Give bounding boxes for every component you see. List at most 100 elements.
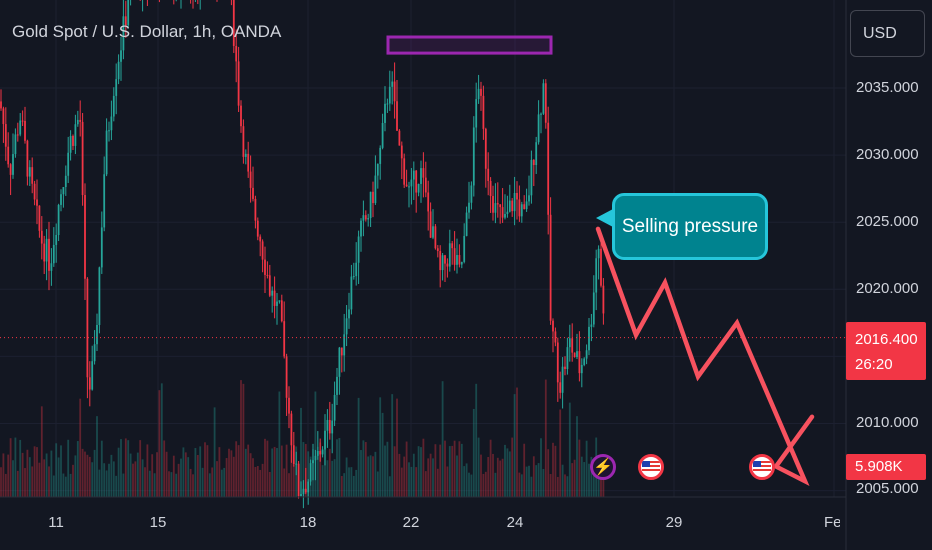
selling-pressure-callout[interactable]: Selling pressure (596, 193, 768, 260)
candle-body (523, 204, 526, 210)
volume-bar (64, 476, 67, 497)
candle-body (532, 159, 535, 165)
volume-bar (192, 474, 194, 497)
volume-bar (81, 448, 84, 497)
volume-bar (79, 398, 82, 497)
candle-body (559, 382, 562, 393)
candle-body (110, 116, 113, 131)
volume-bar (115, 475, 118, 497)
candle-body (403, 158, 406, 185)
candle-body (100, 227, 103, 268)
candle-body (379, 147, 382, 164)
candle-body (470, 185, 473, 203)
volume-bar (242, 383, 245, 497)
candle-body (86, 278, 89, 378)
volume-bar (415, 467, 418, 497)
candle-body (417, 183, 420, 193)
volume-bar (583, 462, 586, 497)
volume-bar (357, 397, 360, 497)
volume-bar (345, 457, 348, 497)
candle-body (124, 16, 127, 26)
candle-body (518, 199, 521, 217)
candle-body (444, 255, 446, 264)
volume-bar (499, 460, 502, 497)
volume-bar (448, 446, 451, 497)
volume-bar (103, 463, 106, 497)
currency-button[interactable]: USD (850, 10, 925, 57)
volume-bar (31, 466, 34, 497)
us-flag-icon[interactable] (638, 454, 664, 480)
candle-body (376, 163, 379, 176)
volume-bar (393, 446, 396, 497)
candle-body (535, 142, 538, 165)
volume-bar (271, 448, 274, 497)
candle-body (427, 192, 430, 212)
volume-bar (57, 457, 60, 497)
y-tick-label: 2005.000 (856, 480, 919, 494)
volume-bar (285, 444, 288, 497)
candle-body (314, 455, 317, 461)
candle-body (360, 220, 362, 237)
candle-body (7, 146, 10, 165)
volume-bar (552, 442, 554, 497)
candle-body (309, 463, 312, 482)
volume-bar (156, 452, 158, 497)
volume-bar (432, 458, 434, 497)
candle-body (115, 79, 118, 96)
candle-body (420, 168, 422, 184)
candle-body (508, 200, 511, 212)
volume-bar (463, 466, 466, 497)
candle-body (439, 251, 442, 271)
x-tick-label: Feb (824, 514, 840, 531)
candle-body (405, 184, 408, 187)
volume-bar (189, 468, 192, 497)
volume-bar (465, 463, 468, 497)
candle-body (297, 463, 300, 497)
candle-body (528, 195, 530, 202)
y-tick-label: 2030.000 (856, 146, 919, 163)
candle-body (441, 255, 444, 271)
volume-bar (489, 439, 492, 497)
volume-bar (14, 437, 17, 497)
volume-bar (530, 476, 533, 497)
candle-body (506, 211, 509, 215)
volume-bar (537, 463, 540, 497)
candle-body (91, 361, 94, 390)
volume-bar (252, 458, 254, 497)
volume-bar (494, 472, 497, 497)
candle-body (312, 460, 314, 464)
volume-bar (172, 455, 175, 497)
candle-body (98, 267, 101, 325)
candle-body (28, 167, 31, 177)
volume-bar (434, 444, 437, 497)
volume-bar (364, 442, 367, 497)
volume-bar (410, 466, 413, 497)
candle-body (96, 324, 98, 345)
volume-bar (343, 473, 346, 497)
candle-body (597, 248, 600, 259)
us-flag-icon[interactable] (749, 454, 775, 480)
candle-body (40, 230, 43, 244)
volume-bar (292, 464, 295, 497)
candle-body (540, 113, 542, 115)
candle-body (14, 134, 17, 155)
candle-body (336, 376, 338, 395)
x-tick-label: 22 (402, 514, 420, 531)
candle-body (357, 236, 360, 263)
candle-body (386, 103, 389, 105)
lightning-icon[interactable]: ⚡ (590, 454, 616, 480)
candle-body (242, 126, 245, 157)
x-tick-label: 24 (506, 514, 524, 531)
volume-bar (256, 465, 259, 497)
volume-bar (290, 450, 293, 497)
volume-bar (52, 475, 55, 497)
candle-body (122, 16, 125, 51)
volume-bar (518, 472, 521, 497)
candle-body (12, 154, 14, 175)
candle-body (566, 347, 569, 369)
candle-body (72, 135, 74, 146)
volume-bar (374, 451, 377, 497)
volume-bar (384, 445, 386, 497)
candle-body (520, 204, 523, 217)
